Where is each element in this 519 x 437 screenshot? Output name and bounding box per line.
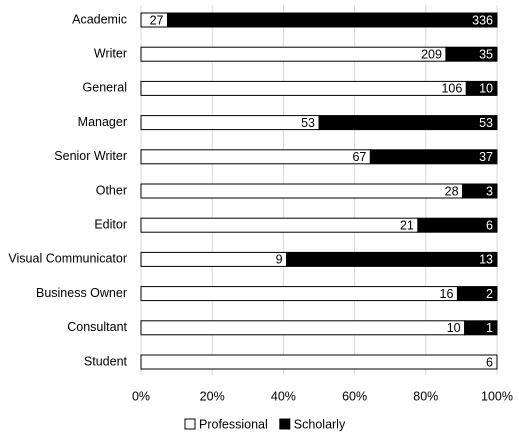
x-tick-label: 20% bbox=[200, 389, 225, 403]
legend-swatch bbox=[184, 418, 196, 430]
data-label: 37 bbox=[479, 150, 493, 164]
data-label: 21 bbox=[400, 218, 414, 232]
data-label: 16 bbox=[440, 287, 454, 301]
y-tick-label: Senior Writer bbox=[54, 149, 127, 163]
legend-swatch bbox=[279, 418, 291, 430]
bar-segment bbox=[140, 354, 498, 370]
x-tick-label: 80% bbox=[413, 389, 438, 403]
x-tick-label: 0% bbox=[132, 389, 150, 403]
bar-segment bbox=[140, 115, 320, 131]
data-label: 336 bbox=[472, 13, 493, 27]
bar-segment bbox=[318, 115, 498, 131]
y-tick-label: Business Owner bbox=[36, 286, 127, 300]
bar-segment bbox=[140, 80, 467, 96]
bar-segment bbox=[417, 217, 498, 233]
y-tick-label: Student bbox=[84, 354, 128, 368]
y-tick-label: Visual Communicator bbox=[8, 252, 127, 266]
legend-label: Professional bbox=[199, 417, 268, 431]
data-label: 10 bbox=[447, 321, 461, 335]
bar-segment bbox=[445, 46, 498, 62]
data-label: 2 bbox=[486, 287, 493, 301]
bar-segment bbox=[140, 46, 447, 62]
y-tick-label: Consultant bbox=[67, 320, 127, 334]
y-tick-label: Editor bbox=[94, 217, 127, 231]
y-tick-label: Manager bbox=[78, 115, 127, 129]
legend-label: Scholarly bbox=[294, 417, 346, 431]
x-tick-label: 100% bbox=[481, 389, 513, 403]
data-label: 53 bbox=[479, 116, 493, 130]
data-label: 35 bbox=[479, 47, 493, 61]
bar-segment bbox=[140, 251, 288, 267]
bar-segment bbox=[462, 183, 498, 199]
y-tick-label: Other bbox=[96, 183, 127, 197]
bar-segment bbox=[140, 149, 371, 165]
x-tick-label: 60% bbox=[342, 389, 367, 403]
bar-segment bbox=[286, 251, 498, 267]
bar-segment bbox=[140, 183, 464, 199]
data-label: 209 bbox=[421, 47, 442, 61]
y-tick-label: Academic bbox=[72, 12, 127, 26]
bar-segment bbox=[464, 320, 498, 336]
data-label: 6 bbox=[486, 218, 493, 232]
bar-segment bbox=[369, 149, 498, 165]
data-label: 67 bbox=[352, 150, 366, 164]
data-label: 13 bbox=[479, 253, 493, 267]
data-label: 10 bbox=[479, 82, 493, 96]
bar-segment bbox=[140, 217, 419, 233]
data-label: 9 bbox=[276, 253, 283, 267]
bar-segment bbox=[465, 80, 498, 96]
bar-segment bbox=[140, 286, 458, 302]
data-label: 28 bbox=[445, 184, 459, 198]
y-tick-label: Writer bbox=[94, 46, 127, 60]
data-label: 27 bbox=[150, 13, 164, 27]
y-tick-label: General bbox=[83, 81, 127, 95]
data-label: 3 bbox=[486, 184, 493, 198]
data-label: 1 bbox=[486, 321, 493, 335]
x-tick-label: 40% bbox=[271, 389, 296, 403]
data-label: 53 bbox=[301, 116, 315, 130]
data-label: 6 bbox=[486, 355, 493, 369]
bar-segment bbox=[456, 286, 498, 302]
data-label: 106 bbox=[441, 82, 462, 96]
bar-segment bbox=[166, 12, 498, 28]
bar-segment bbox=[140, 320, 466, 336]
